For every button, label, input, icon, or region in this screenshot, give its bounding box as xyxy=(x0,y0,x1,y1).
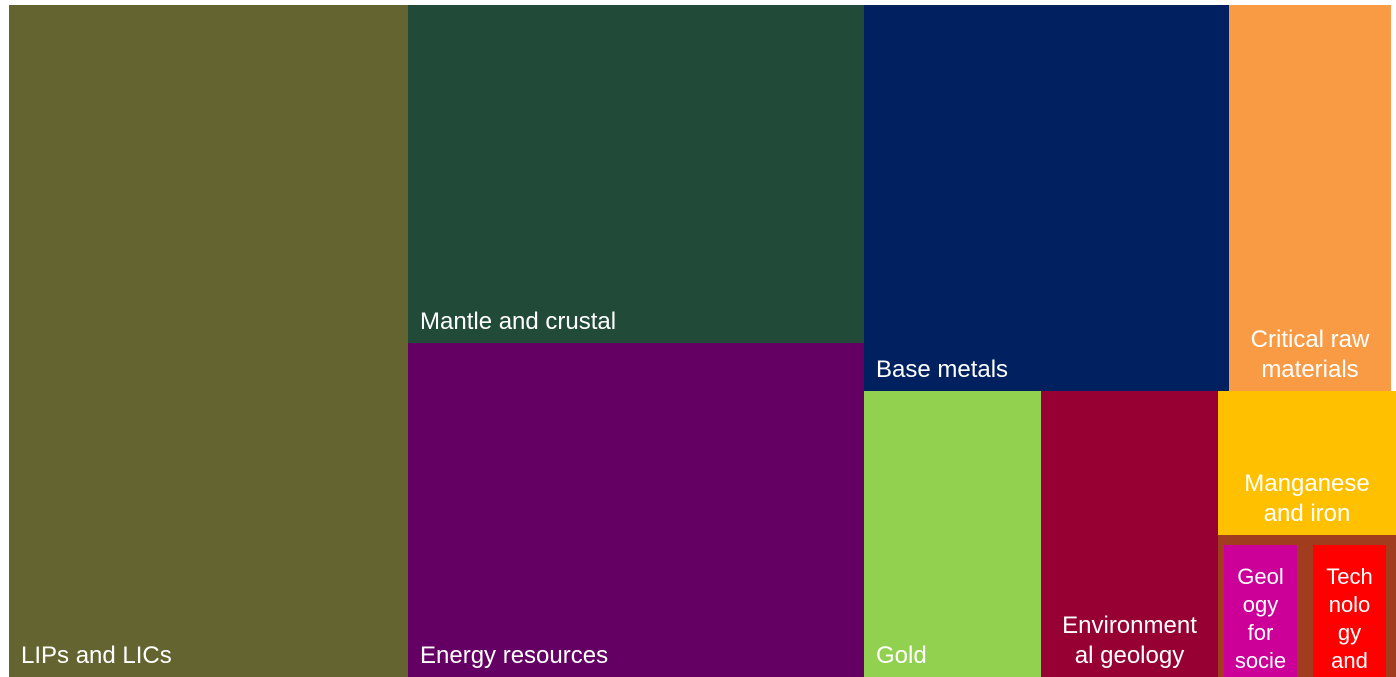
tile-mantle-and-crustal: Mantle and crustal xyxy=(408,5,864,343)
tile-label-geology-for-society: Geol ogy for socie xyxy=(1234,564,1287,673)
tile-label-manganese-and-iron: Manganese and iron xyxy=(1244,470,1370,527)
tile-energy-resources: Energy resources xyxy=(408,343,864,677)
tile-label-mantle-and-crustal: Mantle and crustal xyxy=(420,308,617,335)
tile-geology-for-society: Geol ogy for socie xyxy=(1224,545,1297,677)
tile-label-base-metals: Base metals xyxy=(876,356,1009,383)
tile-label-technology: Tech nolo gy and xyxy=(1326,564,1373,673)
tile-lips-and-lics: LIPs and LICs xyxy=(9,5,408,677)
tile-base-metals: Base metals xyxy=(864,5,1229,391)
tile-label-energy-resources: Energy resources xyxy=(420,642,609,669)
tile-technology: Tech nolo gy and xyxy=(1313,545,1386,677)
tile-label-gold: Gold xyxy=(876,642,927,669)
tile-manganese-and-iron: Manganese and iron xyxy=(1218,391,1396,535)
tile-label-lips-and-lics: LIPs and LICs xyxy=(21,642,172,669)
tile-gold: Gold xyxy=(864,391,1041,677)
tile-label-critical-raw-materials: Critical raw materials xyxy=(1250,326,1370,383)
tile-label-environmental-geology: Environment al geology xyxy=(1062,612,1197,669)
tile-environmental-geology: Environment al geology xyxy=(1041,391,1218,677)
tile-critical-raw-materials: Critical raw materials xyxy=(1229,5,1391,391)
